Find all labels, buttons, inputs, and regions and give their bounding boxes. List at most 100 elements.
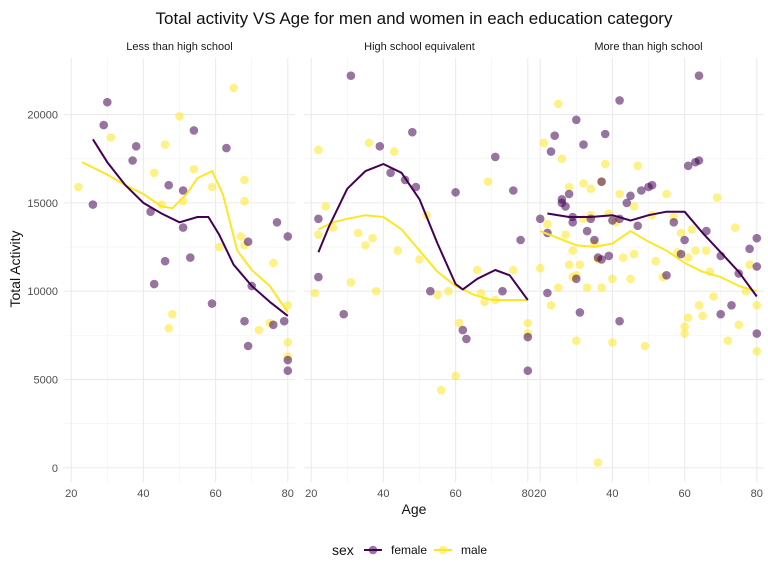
point-female bbox=[676, 249, 686, 259]
point-female bbox=[597, 255, 606, 264]
point-female bbox=[752, 233, 762, 243]
point-female bbox=[339, 309, 349, 319]
point-male bbox=[433, 290, 442, 300]
point-male bbox=[554, 99, 563, 109]
point-female bbox=[516, 235, 525, 245]
point-male bbox=[597, 283, 606, 293]
point-male bbox=[572, 336, 581, 346]
point-female bbox=[88, 200, 98, 209]
y-tick-label: 5000 bbox=[34, 375, 58, 387]
x-tick-label: 60 bbox=[678, 488, 690, 500]
point-male bbox=[168, 309, 177, 319]
point-male bbox=[752, 301, 762, 310]
point-male bbox=[240, 196, 249, 206]
point-male bbox=[106, 133, 116, 142]
point-male bbox=[709, 292, 718, 301]
point-female bbox=[462, 334, 471, 344]
point-male bbox=[393, 246, 403, 255]
point-female bbox=[99, 120, 108, 130]
x-tick-label: 60 bbox=[449, 488, 461, 500]
point-male bbox=[680, 322, 689, 331]
point-female bbox=[243, 341, 253, 351]
point-male bbox=[175, 112, 184, 121]
legend-title: sex bbox=[332, 542, 354, 558]
facet-label: High school equivalent bbox=[364, 41, 475, 53]
point-male bbox=[683, 313, 693, 323]
point-female bbox=[523, 366, 533, 376]
x-axis-title: Age bbox=[402, 501, 427, 517]
legend-key-point bbox=[438, 545, 448, 555]
x-tick-label: 40 bbox=[606, 488, 618, 500]
x-tick-label: 80 bbox=[751, 488, 763, 500]
point-male bbox=[368, 233, 377, 243]
x-tick-label: 80 bbox=[522, 488, 534, 500]
point-female bbox=[279, 316, 289, 326]
point-male bbox=[214, 242, 224, 252]
point-male bbox=[557, 154, 567, 163]
point-male bbox=[149, 168, 159, 178]
point-female bbox=[283, 366, 293, 376]
point-male bbox=[564, 260, 574, 270]
point-male bbox=[314, 230, 323, 239]
point-male bbox=[346, 278, 356, 287]
point-male bbox=[480, 297, 489, 307]
point-female bbox=[131, 142, 141, 151]
y-axis-title: Total Activity bbox=[7, 230, 23, 307]
legend: sex female male bbox=[332, 542, 487, 558]
point-male bbox=[680, 329, 689, 338]
point-male bbox=[361, 241, 370, 250]
x-tick-label: 20 bbox=[65, 488, 77, 500]
point-female bbox=[509, 186, 518, 195]
point-female bbox=[222, 143, 231, 153]
point-male bbox=[473, 265, 482, 275]
point-male bbox=[579, 179, 588, 188]
x-tick-label: 80 bbox=[282, 488, 294, 500]
point-male bbox=[229, 83, 238, 93]
point-male bbox=[74, 182, 83, 192]
point-male bbox=[687, 225, 697, 234]
x-tick-label: 60 bbox=[209, 488, 221, 500]
point-male bbox=[546, 301, 556, 310]
point-male bbox=[752, 347, 762, 356]
point-female bbox=[408, 127, 417, 137]
point-female bbox=[458, 325, 468, 335]
point-male bbox=[164, 324, 173, 333]
point-male bbox=[389, 147, 399, 156]
point-female bbox=[694, 71, 704, 80]
point-female bbox=[564, 189, 574, 199]
point-male bbox=[523, 318, 533, 328]
point-male bbox=[734, 320, 743, 330]
point-male bbox=[236, 232, 246, 241]
point-female bbox=[426, 286, 435, 296]
point-female bbox=[543, 288, 552, 298]
point-female bbox=[128, 156, 137, 165]
smooth-line-male bbox=[539, 230, 758, 293]
point-female bbox=[604, 251, 614, 261]
point-female bbox=[283, 232, 293, 241]
point-female bbox=[546, 147, 556, 156]
point-female bbox=[752, 262, 762, 271]
point-male bbox=[662, 189, 671, 199]
point-male bbox=[691, 246, 700, 255]
point-female bbox=[680, 235, 689, 245]
facet-label: Less than high school bbox=[126, 41, 232, 53]
point-female bbox=[662, 271, 671, 280]
point-male bbox=[608, 338, 617, 347]
point-female bbox=[597, 177, 606, 186]
point-female bbox=[160, 256, 170, 266]
point-female bbox=[575, 308, 585, 317]
point-female bbox=[491, 152, 500, 162]
legend-item-male: male bbox=[434, 543, 487, 557]
point-female bbox=[572, 115, 581, 125]
point-male bbox=[539, 138, 549, 148]
point-female bbox=[243, 237, 253, 246]
point-female bbox=[727, 301, 736, 310]
point-female bbox=[451, 188, 460, 197]
legend-label: female bbox=[391, 543, 427, 557]
point-male bbox=[207, 182, 217, 192]
point-male bbox=[629, 202, 639, 211]
point-female bbox=[386, 168, 395, 178]
point-female bbox=[582, 226, 592, 236]
point-female bbox=[561, 202, 570, 211]
point-male bbox=[240, 175, 249, 185]
